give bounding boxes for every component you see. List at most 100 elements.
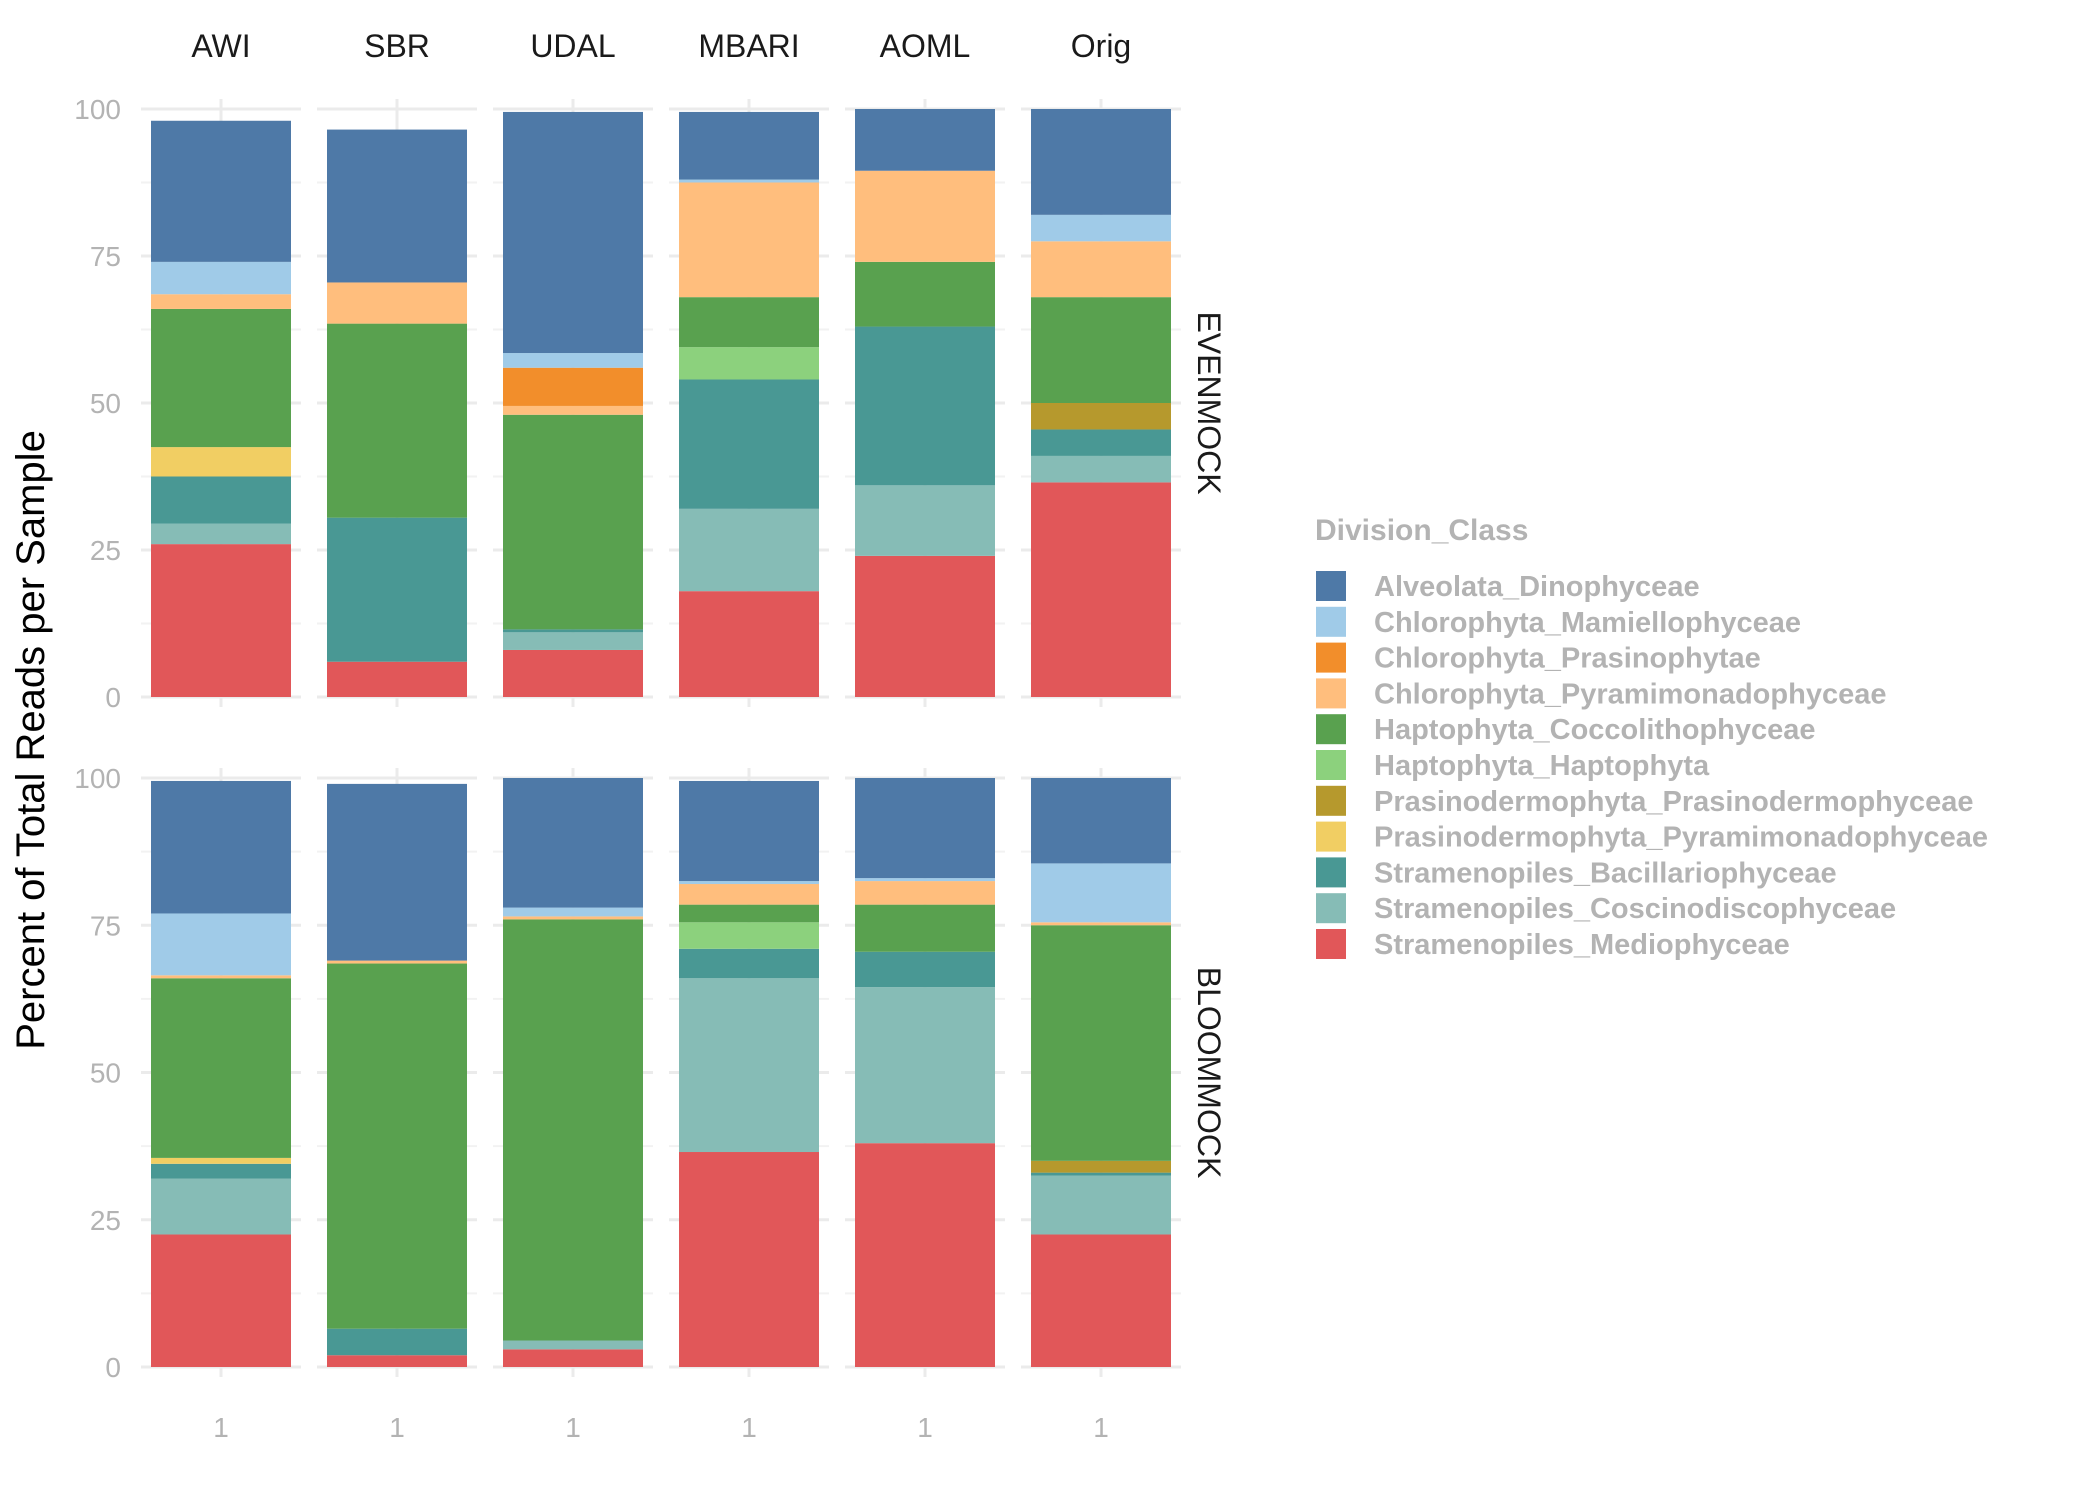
y-tick-label: 50 xyxy=(90,1058,121,1089)
bar-segment-stramenopiles-mediophyceae xyxy=(679,1152,819,1367)
panel-orig-evenmock xyxy=(1021,99,1181,707)
panel-orig-bloommock xyxy=(1021,768,1181,1377)
panel-awi-bloommock xyxy=(141,768,301,1377)
legend-key-chlorophyta-mamiellophyceae xyxy=(1316,606,1346,637)
bar-segment-alveolata-dinophyceae xyxy=(855,778,995,879)
legend-label: Prasinodermophyta_Pyramimonadophyceae xyxy=(1374,822,1988,854)
bar-segment-chlorophyta-mamiellophyceae xyxy=(679,881,819,885)
bar-segment-haptophyta-coccolithophyceae xyxy=(503,919,643,1341)
bar-segment-haptophyta-coccolithophyceae xyxy=(503,414,643,630)
legend-key-haptophyta-coccolithophyceae xyxy=(1316,714,1346,745)
bar-segment-haptophyta-coccolithophyceae xyxy=(855,904,995,952)
bar-segment-stramenopiles-bacillariophyceae xyxy=(1031,1172,1171,1176)
bar-segment-haptophyta-coccolithophyceae xyxy=(151,308,291,448)
legend-key-prasinodermophyta-pyramimonadophyceae xyxy=(1316,821,1346,852)
legend-label: Stramenopiles_Mediophyceae xyxy=(1374,929,1790,961)
bar-segment-stramenopiles-coscinodiscophyceae xyxy=(1031,1175,1171,1235)
bar-segment-stramenopiles-mediophyceae xyxy=(151,544,291,697)
bar-segment-stramenopiles-mediophyceae xyxy=(1031,482,1171,697)
legend-label: Chlorophyta_Mamiellophyceae xyxy=(1374,607,1801,639)
panel-udal-bloommock xyxy=(493,768,653,1377)
legend-key-stramenopiles-coscinodiscophyceae xyxy=(1316,893,1346,924)
bar-segment-prasinodermophyta-pyramimonadophyceae xyxy=(151,447,291,477)
x-tick-label: 1 xyxy=(1093,1412,1109,1443)
legend-label: Chlorophyta_Pyramimonadophyceae xyxy=(1374,678,1886,710)
y-axis-title: Percent of Total Reads per Sample xyxy=(9,430,53,1050)
y-tick-label: 50 xyxy=(90,388,121,419)
facet-label-mbari: MBARI xyxy=(698,28,799,64)
bar-segment-alveolata-dinophyceae xyxy=(679,111,819,180)
bar-segment-stramenopiles-mediophyceae xyxy=(503,649,643,697)
bar-segment-chlorophyta-pyramimonadophyceae xyxy=(151,975,291,979)
legend-label: Stramenopiles_Coscinodiscophyceae xyxy=(1374,893,1896,925)
bar-segment-stramenopiles-mediophyceae xyxy=(855,555,995,697)
panel-aoml-bloommock xyxy=(845,768,1005,1377)
legend-key-stramenopiles-bacillariophyceae xyxy=(1316,857,1346,888)
legend-key-chlorophyta-pyramimonadophyceae xyxy=(1316,678,1346,709)
bar-segment-chlorophyta-pyramimonadophyceae xyxy=(1031,241,1171,298)
y-tick-label: 25 xyxy=(90,1205,121,1236)
y-tick-label: 75 xyxy=(90,241,121,272)
facet-label-aoml: AOML xyxy=(880,28,971,64)
panel-sbr-evenmock xyxy=(317,99,477,707)
bar-segment-chlorophyta-mamiellophyceae xyxy=(1031,863,1171,923)
bar-segment-stramenopiles-bacillariophyceae xyxy=(1031,429,1171,456)
legend-label: Haptophyta_Haptophyta xyxy=(1374,750,1710,782)
x-tick-label: 1 xyxy=(389,1412,405,1443)
facet-label-awi: AWI xyxy=(191,28,250,64)
bar-segment-stramenopiles-bacillariophyceae xyxy=(679,379,819,509)
bar-segment-haptophyta-coccolithophyceae xyxy=(679,297,819,348)
bar-segment-alveolata-dinophyceae xyxy=(151,780,291,914)
bar-segment-stramenopiles-coscinodiscophyceae xyxy=(503,632,643,650)
x-tick-label: 1 xyxy=(741,1412,757,1443)
facet-label-bloommock: BLOOMMOCK xyxy=(1191,967,1227,1179)
panel-aoml-evenmock xyxy=(845,99,1005,707)
legend-title: Division_Class xyxy=(1315,514,1528,547)
bar-segment-alveolata-dinophyceae xyxy=(503,778,643,908)
bar-segment-stramenopiles-mediophyceae xyxy=(503,1349,643,1367)
bar-segment-alveolata-dinophyceae xyxy=(1031,778,1171,864)
bar-segment-chlorophyta-mamiellophyceae xyxy=(503,353,643,368)
bar-segment-alveolata-dinophyceae xyxy=(327,129,467,283)
bar-segment-stramenopiles-coscinodiscophyceae xyxy=(151,1178,291,1235)
bar-segment-chlorophyta-mamiellophyceae xyxy=(855,878,995,882)
bar-segment-stramenopiles-bacillariophyceae xyxy=(503,629,643,633)
y-tick-label: 0 xyxy=(105,1352,121,1383)
bar-segment-prasinodermophyta-prasinodermophyceae xyxy=(1031,1160,1171,1173)
bar-segment-stramenopiles-mediophyceae xyxy=(327,1355,467,1367)
bar-segment-stramenopiles-bacillariophyceae xyxy=(327,1328,467,1356)
panel-udal-evenmock xyxy=(493,99,653,707)
legend-key-haptophyta-haptophyta xyxy=(1316,750,1346,780)
bar-segment-chlorophyta-pyramimonadophyceae xyxy=(327,282,467,324)
bar-segment-alveolata-dinophyceae xyxy=(327,783,467,961)
x-tick-label: 1 xyxy=(213,1412,229,1443)
legend-label: Chlorophyta_Prasinophytae xyxy=(1374,643,1761,675)
x-tick-label: 1 xyxy=(917,1412,933,1443)
bar-segment-stramenopiles-bacillariophyceae xyxy=(679,948,819,979)
x-tick-label: 1 xyxy=(565,1412,581,1443)
bar-segment-stramenopiles-bacillariophyceae xyxy=(855,326,995,486)
legend-label: Haptophyta_Coccolithophyceae xyxy=(1374,714,1816,746)
bar-segment-stramenopiles-coscinodiscophyceae xyxy=(151,523,291,545)
facet-column-labels: AWI SBR UDAL MBARI AOML Orig xyxy=(191,28,1131,64)
bar-segment-haptophyta-haptophyta xyxy=(679,922,819,949)
bar-segment-chlorophyta-pyramimonadophyceae xyxy=(679,884,819,905)
bar-segment-stramenopiles-bacillariophyceae xyxy=(151,1163,291,1179)
facet-label-sbr: SBR xyxy=(364,28,430,64)
bar-segment-chlorophyta-mamiellophyceae xyxy=(503,907,643,917)
facet-label-orig: Orig xyxy=(1071,28,1131,64)
bar-segment-haptophyta-coccolithophyceae xyxy=(327,323,467,518)
y-tick-label: 100 xyxy=(74,763,121,794)
bar-segment-stramenopiles-coscinodiscophyceae xyxy=(855,485,995,556)
bar-segment-chlorophyta-pyramimonadophyceae xyxy=(327,960,467,964)
y-tick-label: 100 xyxy=(74,94,121,125)
bar-segment-stramenopiles-bacillariophyceae xyxy=(327,517,467,662)
bar-segment-chlorophyta-mamiellophyceae xyxy=(151,261,291,295)
bar-segment-haptophyta-coccolithophyceae xyxy=(1031,297,1171,403)
bar-segment-stramenopiles-mediophyceae xyxy=(679,591,819,697)
legend: Division_Class Alveolata_Dinophyceae Chlo… xyxy=(1315,514,1988,961)
panel-sbr-bloommock xyxy=(317,768,477,1377)
y-tick-label: 25 xyxy=(90,535,121,566)
bar-segment-chlorophyta-mamiellophyceae xyxy=(151,913,291,976)
